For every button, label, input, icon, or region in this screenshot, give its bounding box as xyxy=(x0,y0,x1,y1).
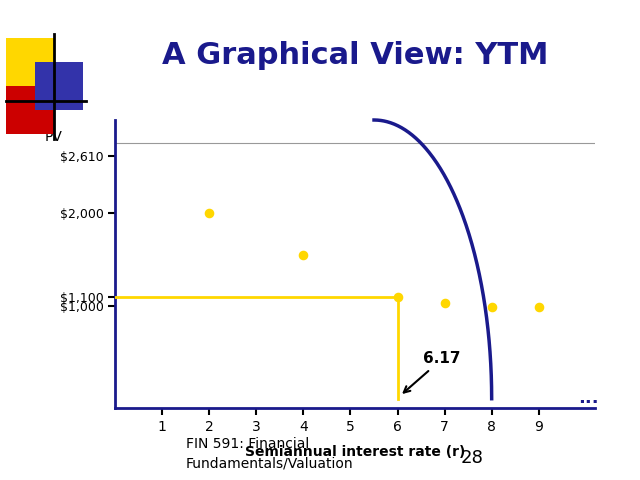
Point xyxy=(204,209,214,217)
Point xyxy=(440,299,450,307)
Point xyxy=(298,251,308,259)
Point xyxy=(486,303,497,311)
Text: FIN 591: Financial
Fundamentals/Valuation: FIN 591: Financial Fundamentals/Valuatio… xyxy=(186,437,353,470)
Text: ...: ... xyxy=(578,389,598,407)
Text: 6.17: 6.17 xyxy=(404,351,461,393)
Point xyxy=(534,303,544,311)
Point xyxy=(392,293,403,300)
Text: PV: PV xyxy=(45,130,63,144)
X-axis label: Semiannual interest rate (r): Semiannual interest rate (r) xyxy=(245,445,465,459)
Title: A Graphical View: YTM: A Graphical View: YTM xyxy=(162,41,548,71)
Text: 28: 28 xyxy=(461,449,484,468)
